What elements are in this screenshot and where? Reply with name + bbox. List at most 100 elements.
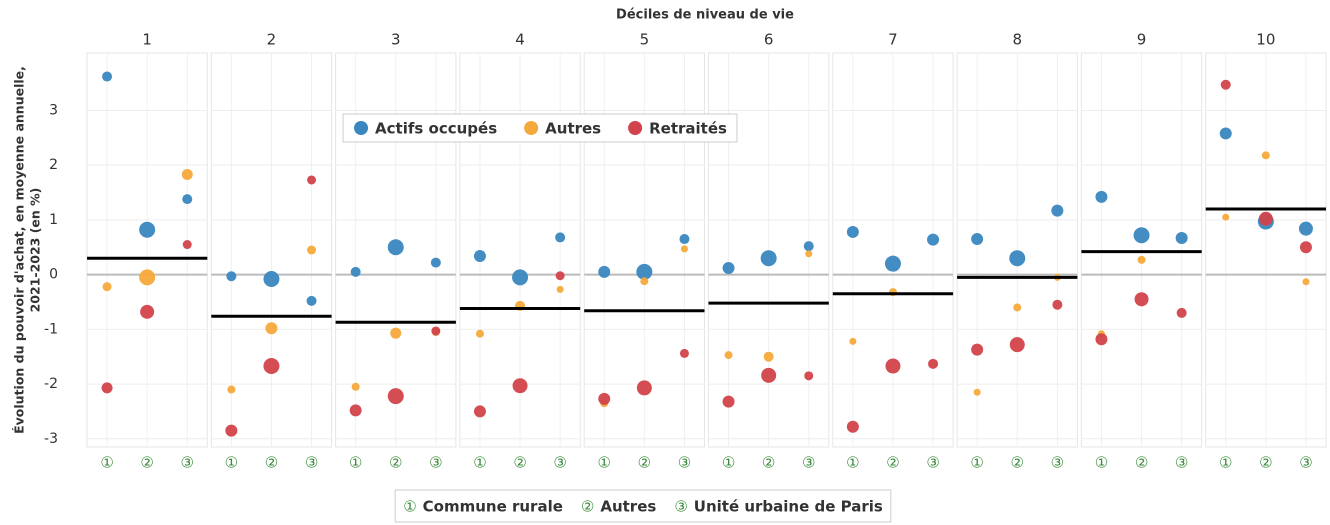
legend-label: Autres [545,120,601,138]
x-tick-label: ② [762,454,775,472]
y-tick-label: -1 [44,321,58,337]
point [973,388,981,396]
point [803,241,814,252]
point [306,295,317,306]
y-axis-label: Évolution du pouvoir d'achat, en moyenne… [12,66,43,434]
legend-box [342,113,738,143]
x-tick-label: ② [886,454,899,472]
x-tick-label: ① [970,454,983,472]
x-tick-label: ③ [181,454,194,472]
point [473,405,486,418]
point [636,263,653,280]
x-tick-label: ③ [1051,454,1064,472]
legend-box [394,489,892,523]
point [763,351,774,362]
x-tick-label: ① [225,454,238,472]
point [636,380,652,396]
legend-symbol: ① [403,498,416,516]
legend-marker [354,121,369,135]
point [1133,227,1150,244]
x-tick-label: ③ [553,454,566,472]
point [1222,213,1230,221]
point [1051,204,1064,217]
x-tick-label: ② [513,454,526,472]
point [722,262,735,275]
point [1261,151,1270,160]
facet-label: 5 [640,31,650,49]
point [1176,307,1187,318]
point [598,265,611,278]
point [307,175,317,185]
point [512,378,528,394]
point [139,221,156,238]
legend-symbol: ② [581,498,594,516]
point [263,271,280,288]
facet-label: 4 [515,31,525,49]
point [928,358,939,369]
legend-label: Autres [600,498,656,516]
y-tick-label: 1 [49,212,58,228]
x-tick-label: ① [349,454,362,472]
x-tick-label: ② [389,454,402,472]
point [555,232,566,243]
point [307,245,317,255]
legend-label: Commune rurale [423,498,563,516]
point [1299,241,1312,254]
facet-label: 7 [888,31,898,49]
point [102,282,112,292]
point [182,240,192,250]
x-tick-label: ③ [926,454,939,472]
point [1095,190,1108,203]
x-tick-label: ② [1135,454,1148,472]
point [1009,250,1026,267]
facet-label: 2 [267,31,277,49]
point [1134,292,1149,307]
point [475,329,484,338]
point [1009,337,1025,353]
point [1052,299,1063,310]
point [804,371,814,381]
category-legend: ① Commune rurale ② Autres ③ Unité urbaine de … [394,489,892,523]
point [226,271,237,282]
point [805,250,813,258]
point [431,326,441,336]
point [387,388,404,405]
point [225,424,238,437]
point [1220,79,1231,90]
point [598,392,611,405]
point [885,358,901,374]
x-tick-label: ③ [305,454,318,472]
point [140,304,155,319]
legend-symbol: ③ [674,498,687,516]
legend-label: Retraités [649,120,727,138]
x-tick-label: ① [598,454,611,472]
point [387,239,404,256]
point [102,71,113,82]
x-tick-label: ② [140,454,153,472]
point [724,351,733,360]
y-label-line: 2021-2023 (en %) [28,188,43,313]
point [971,233,984,246]
point [555,271,565,281]
point [1302,278,1310,286]
legend: Actifs occupés Autres Retraités [342,113,738,143]
point [139,269,156,286]
point [1175,231,1188,244]
legend-label: Unité urbaine de Paris [694,498,883,516]
y-tick-label: 3 [49,102,58,118]
facet-label: 1 [142,31,152,49]
x-tick-label: ② [638,454,651,472]
point [849,337,857,345]
legend-marker [524,121,539,135]
point [182,194,193,205]
point [1137,255,1146,264]
point [760,250,777,267]
y-tick-label: 2 [49,157,58,173]
point [722,395,735,408]
y-label-line: Évolution du pouvoir d'achat, en moyenne… [12,66,27,434]
point [265,322,278,335]
point [1013,303,1022,312]
x-tick-label: ② [265,454,278,472]
x-tick-label: ③ [678,454,691,472]
